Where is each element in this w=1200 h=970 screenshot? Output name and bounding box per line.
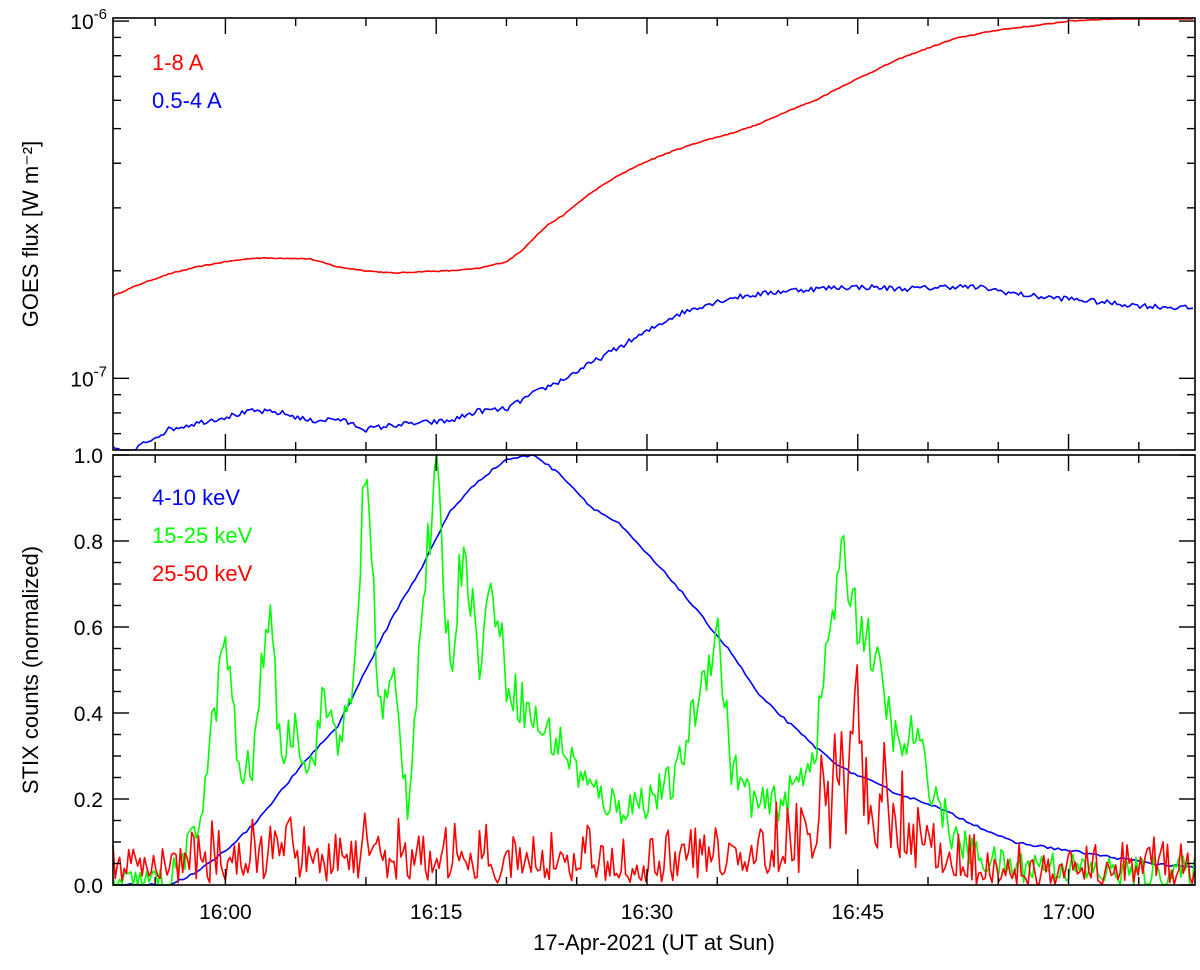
goes-series-lines [112, 18, 1194, 451]
stix-series-lines [112, 454, 1196, 886]
y-tick-label: 0.2 [74, 789, 103, 812]
y-tick-label: 1.0 [74, 445, 103, 468]
top-y-ticks [113, 20, 1195, 435]
bottom-x-ticks [154, 455, 1140, 885]
y-tick-label: 10-7 [70, 363, 107, 391]
y-tick-label: 0.8 [74, 531, 103, 554]
top-x-ticks [154, 18, 1140, 450]
bottom-y-tick-labels: 0.0 0.2 0.4 0.6 0.8 1.0 [74, 445, 104, 898]
top-y-axis-label: GOES flux [W m⁻²] [18, 141, 43, 327]
x-tick-label: 16:15 [410, 901, 463, 924]
top-y-tick-labels: 10-6 10-7 [70, 6, 107, 391]
bottom-y-ticks [113, 454, 1195, 886]
legend-entry: 0.5-4 A [152, 88, 222, 113]
series-line-4-10-keV [112, 454, 1196, 886]
top-plot-frame [112, 17, 1196, 451]
series-line-15-25-keV [112, 455, 1196, 886]
y-tick-label: 0.0 [74, 875, 103, 898]
x-tick-label: 16:45 [831, 901, 884, 924]
x-tick-label: 17:00 [1042, 901, 1095, 924]
bottom-x-tick-labels: 16:00 16:15 16:30 16:45 17:00 [199, 901, 1095, 924]
y-tick-label: 10-6 [70, 6, 107, 34]
legend-entry: 4-10 keV [152, 485, 240, 510]
bottom-legend: 4-10 keV 15-25 keV 25-50 keV [152, 485, 253, 586]
legend-entry: 15-25 keV [152, 523, 253, 548]
stix-counts-panel: 0.00.20.40.60.81.0 16:00 16:15 16:30 16:45 1… [18, 445, 1196, 955]
y-tick-label: 0.6 [74, 617, 103, 640]
goes-flux-panel: 10-6 10-7 1-8 A 0.5-4 A GOES flux [W m⁻²] [18, 6, 1196, 451]
bottom-x-axis-label: 17-Apr-2021 (UT at Sun) [533, 930, 775, 955]
bottom-y-axis-label: STIX counts (normalized) [18, 546, 43, 794]
series-line-25-50-keV [112, 664, 1196, 886]
y-tick-label: 0.4 [74, 703, 104, 726]
x-tick-label: 16:30 [621, 901, 674, 924]
legend-entry: 25-50 keV [152, 561, 253, 586]
series-line-0-5-4-A [112, 283, 1194, 451]
top-legend: 1-8 A 0.5-4 A [152, 50, 222, 113]
series-line-1-8-A [112, 18, 1193, 298]
legend-entry: 1-8 A [152, 50, 204, 75]
x-tick-label: 16:00 [199, 901, 252, 924]
